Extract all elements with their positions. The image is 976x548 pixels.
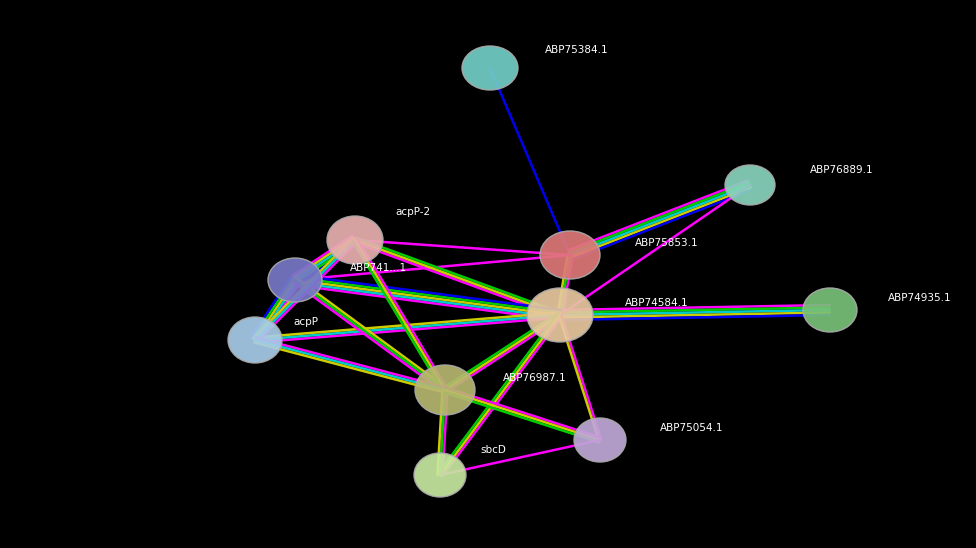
Text: sbcD: sbcD: [480, 445, 506, 455]
Ellipse shape: [414, 453, 466, 497]
Ellipse shape: [327, 216, 383, 264]
Text: ABP741...1: ABP741...1: [350, 263, 407, 273]
Text: acpP-2: acpP-2: [395, 207, 430, 217]
Ellipse shape: [268, 258, 322, 302]
Text: ABP74584.1: ABP74584.1: [625, 298, 689, 308]
Text: acpP: acpP: [293, 317, 318, 327]
Ellipse shape: [415, 365, 475, 415]
Ellipse shape: [803, 288, 857, 332]
Text: ABP75384.1: ABP75384.1: [545, 45, 609, 55]
Text: ABP75853.1: ABP75853.1: [635, 238, 699, 248]
Ellipse shape: [462, 46, 518, 90]
Ellipse shape: [574, 418, 626, 462]
Text: ABP75054.1: ABP75054.1: [660, 423, 723, 433]
Text: ABP76889.1: ABP76889.1: [810, 165, 874, 175]
Ellipse shape: [540, 231, 600, 279]
Text: ABP74935.1: ABP74935.1: [888, 293, 952, 303]
Text: ABP76987.1: ABP76987.1: [503, 373, 567, 383]
Ellipse shape: [527, 288, 593, 342]
Ellipse shape: [725, 165, 775, 205]
Ellipse shape: [228, 317, 282, 363]
